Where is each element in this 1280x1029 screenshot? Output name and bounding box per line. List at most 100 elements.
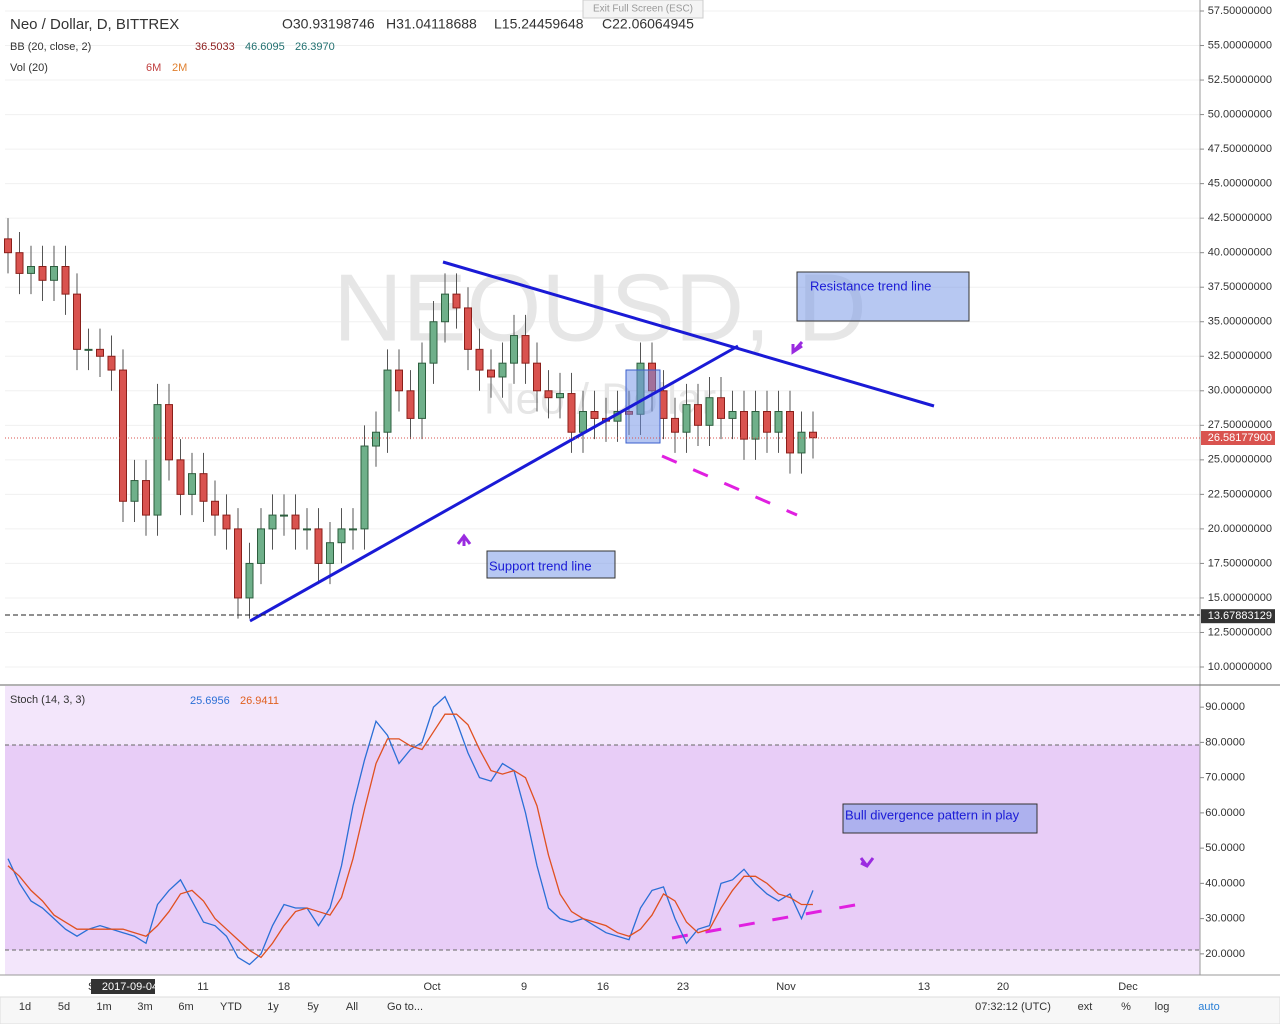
candle-body (705, 397, 714, 426)
candle-body (314, 528, 323, 564)
stoch-d (7, 713, 813, 959)
candle-body (15, 252, 24, 274)
y-tick-label: 40.0000 (1205, 877, 1245, 889)
stoch-bg (5, 950, 1200, 975)
candle-body (809, 431, 817, 439)
candle-body (487, 369, 495, 378)
candle-body (395, 369, 403, 392)
y-tick-label: 12.50000000 (1208, 626, 1272, 638)
toolbar-button[interactable]: auto (1198, 1001, 1219, 1013)
y-tick-label: 27.50000000 (1208, 419, 1272, 431)
toolbar-button[interactable]: All (346, 1001, 358, 1013)
candle-body (291, 514, 300, 530)
bb-value: 46.6095 (245, 41, 285, 53)
toolbar-button[interactable]: 07:32:12 (UTC) (975, 1001, 1051, 1013)
candle-body (4, 238, 12, 254)
candle-body (452, 293, 461, 309)
last-price-tag (1201, 430, 1275, 445)
annotation-box (486, 550, 616, 579)
bb-value: 26.3970 (295, 41, 335, 53)
toolbar-button[interactable]: 3m (137, 1001, 152, 1013)
hline-label: 13.67883129 (1208, 610, 1272, 622)
candle-body (130, 480, 139, 502)
arrow (456, 533, 472, 546)
candle-body (337, 528, 346, 544)
arrow (859, 857, 875, 868)
stoch-band (5, 745, 1200, 950)
date-tag (91, 979, 155, 994)
toolbar-button[interactable]: 5y (307, 1001, 319, 1013)
x-tick-label: 2017-09-04 (102, 981, 158, 993)
toolbar-button[interactable]: 1d (19, 1001, 31, 1013)
candle-body (406, 390, 415, 419)
candle-body (429, 321, 438, 364)
toolbar-button[interactable]: % (1121, 1001, 1131, 1013)
y-tick-label: 50.0000 (1205, 842, 1245, 854)
annotation: Bull divergence pattern in play (845, 807, 1020, 822)
candle-body (245, 562, 254, 599)
ohlc: O30.93198746 (282, 16, 375, 32)
candle-body (682, 404, 691, 433)
ohlc: C22.06064945 (602, 16, 694, 32)
candle-body (73, 293, 81, 350)
candle-body (326, 542, 334, 564)
toolbar-button[interactable]: 1y (267, 1001, 279, 1013)
x-tick-label: 16 (597, 981, 609, 993)
toolbar-button[interactable]: 5d (58, 1001, 70, 1013)
y-tick-label: 55.00000000 (1208, 39, 1272, 51)
resistance-line (442, 260, 935, 408)
candle-body (257, 528, 265, 564)
stoch-value: 25.6956 (190, 695, 230, 707)
support-line (249, 344, 739, 623)
y-tick-label: 50.00000000 (1208, 108, 1272, 120)
y-tick-label: 20.00000000 (1208, 523, 1272, 535)
candle-body (751, 411, 760, 440)
toolbar-button[interactable]: log (1155, 1001, 1170, 1013)
candle-body (579, 411, 587, 433)
candle-body (556, 393, 564, 399)
exit-button[interactable] (582, 0, 704, 19)
candle-body (567, 393, 576, 433)
toolbar-button[interactable]: Go to... (387, 1001, 423, 1013)
toolbar-button[interactable]: ext (1078, 1001, 1093, 1013)
candle-body (268, 514, 277, 530)
y-tick-label: 47.50000000 (1208, 143, 1272, 155)
last-price-label: 26.58177900 (1208, 432, 1272, 444)
candle-body (418, 362, 426, 419)
x-tick-label: 9 (521, 981, 527, 993)
x-tick-label: 13 (918, 981, 930, 993)
x-tick-label: 18 (278, 981, 290, 993)
candle-body (61, 265, 70, 295)
hline-tag (1201, 609, 1275, 624)
candle-body (280, 514, 288, 517)
y-tick-label: 35.00000000 (1208, 316, 1272, 328)
candle-body (533, 362, 541, 392)
candle-body (199, 473, 208, 502)
y-tick-label: 30.0000 (1205, 913, 1245, 925)
candle-body (153, 404, 162, 516)
annotation-box (842, 803, 1038, 834)
y-tick-label: 60.0000 (1205, 807, 1245, 819)
vol-value: 2M (172, 62, 187, 74)
y-tick-label: 25.00000000 (1208, 454, 1272, 466)
candle-body (464, 307, 472, 350)
ohlc: H31.04118688 (386, 16, 477, 32)
toolbar-button[interactable]: 1m (96, 1001, 111, 1013)
stoch-bg (5, 686, 1200, 745)
symbol: Neo / Dollar, D, BITTREX (10, 16, 179, 33)
x-tick-label: Nov (776, 981, 796, 993)
stoch-value: 26.9411 (240, 695, 279, 707)
y-tick-label: 32.50000000 (1208, 350, 1272, 362)
x-tick-label: 20 (997, 981, 1009, 993)
candle-body (590, 411, 599, 419)
toolbar-button[interactable]: 6m (178, 1001, 193, 1013)
toolbar-button[interactable]: YTD (220, 1001, 242, 1013)
x-tick-label: Oct (423, 981, 440, 993)
candle-body (372, 431, 380, 447)
candle-body (360, 445, 369, 530)
candle-body (211, 500, 219, 516)
candle-body (38, 265, 47, 281)
exit-text[interactable]: Exit Full Screen (ESC) (593, 4, 693, 15)
toolbar (0, 996, 1280, 1025)
